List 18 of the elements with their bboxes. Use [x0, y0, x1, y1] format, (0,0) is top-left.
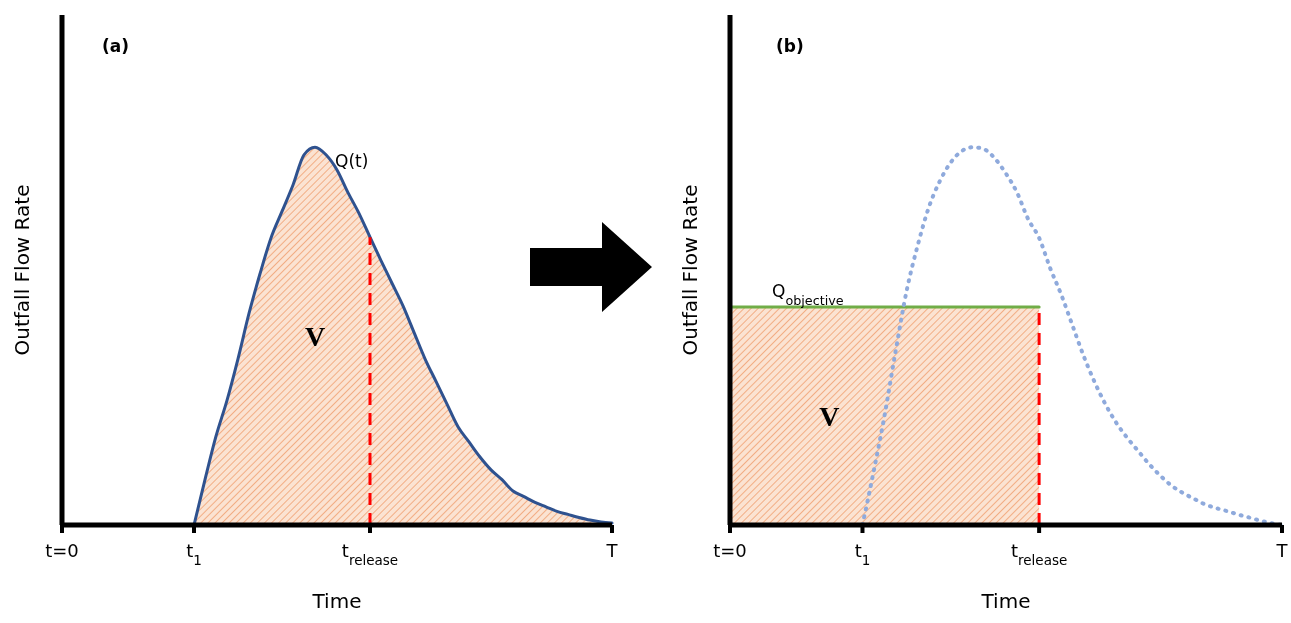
y-axis-title: Outfall Flow Rate [678, 184, 703, 356]
y-axis-title: Outfall Flow Rate [10, 184, 35, 356]
x-axis-title: Time [311, 589, 362, 613]
x-tick-label: t$_{release}$ [1010, 540, 1068, 568]
annotation: V [304, 321, 326, 353]
annotation: V [819, 400, 840, 432]
series-label: Q$_{objective}$ [772, 281, 844, 308]
x-tick-label: t$_{1}$ [186, 540, 202, 568]
x-tick-label: t$_{1}$ [854, 540, 871, 568]
x-tick-label: t=0 [713, 540, 747, 561]
x-tick-label: T [605, 540, 619, 561]
chart-title: (b) [776, 36, 804, 56]
x-axis-title: Time [980, 589, 1031, 613]
series-label: Q(t) [335, 151, 369, 172]
chart-title: (a) [102, 36, 130, 56]
x-tick-label: t=0 [45, 540, 79, 561]
x-tick-label: t$_{release}$ [341, 540, 399, 568]
x-tick-label: T [1275, 540, 1289, 561]
